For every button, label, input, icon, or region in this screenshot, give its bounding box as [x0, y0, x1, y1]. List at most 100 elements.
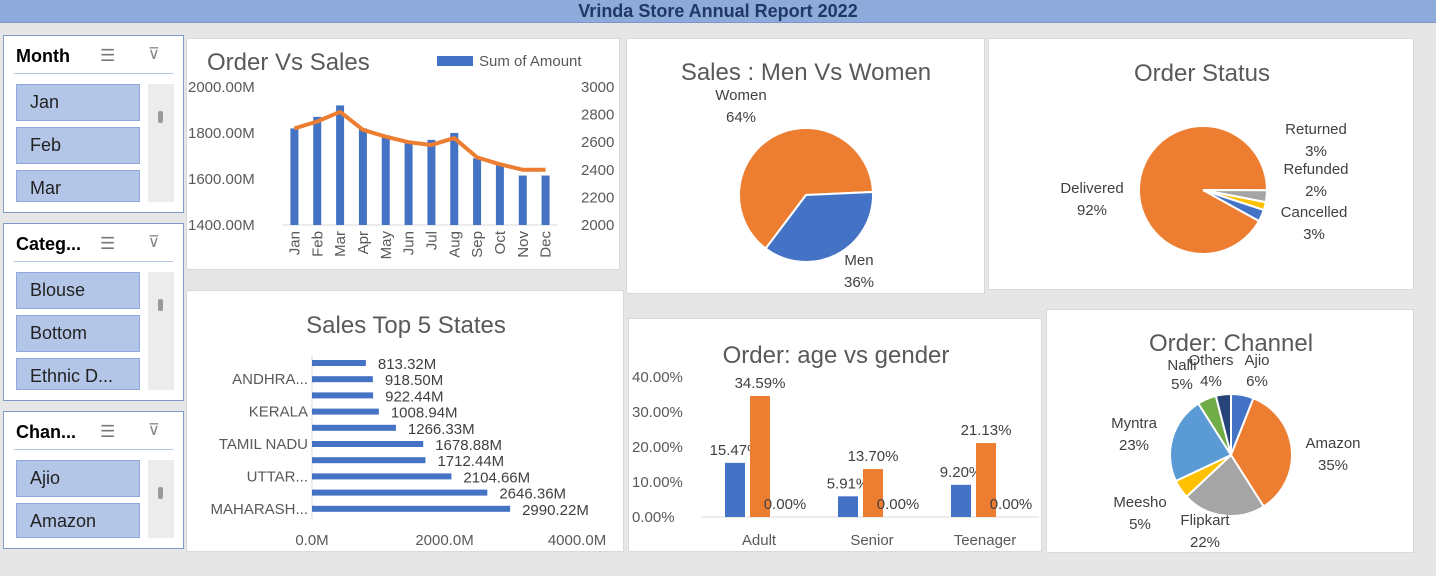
slicer-title: Categ... — [16, 234, 82, 254]
slicer-scrollbar[interactable] — [148, 84, 174, 202]
slicer-scrollbar[interactable] — [148, 460, 174, 538]
y-tick-right: 2200 — [581, 189, 614, 206]
value-men: 36% — [844, 274, 874, 291]
bar-row-3 — [312, 392, 374, 399]
data-label: 0.00% — [990, 496, 1033, 513]
bar-feb — [313, 116, 322, 225]
slicer-item-jan[interactable]: Jan — [16, 84, 140, 121]
bar-oct — [495, 165, 504, 225]
order-channel-chart[interactable]: Order: Channel Ajio 6% Amazon 35% Flipkart 22%… — [1046, 309, 1414, 553]
category-slicer[interactable]: Categ... ☰ ⊽ Blouse Bottom Ethnic D... — [3, 223, 184, 401]
data-label: 15.47% — [710, 442, 761, 459]
x-tick: 4000.0M — [548, 532, 606, 549]
data-label: 1712.44M — [437, 453, 504, 470]
scroll-thumb[interactable] — [158, 111, 163, 123]
data-label: 0.00% — [877, 496, 920, 513]
label-flipkart: Flipkart — [1180, 512, 1230, 529]
y-tick: 30.00% — [632, 404, 683, 421]
label-returned: Returned — [1285, 121, 1347, 138]
order-vs-sales-svg: Order Vs Sales Sum of Amount 2000.00M 1800.… — [188, 49, 614, 260]
x-tick-teenager: Teenager — [954, 532, 1017, 549]
age-vs-gender-chart[interactable]: Order: age vs gender 40.00% 30.00% 20.00% 10… — [628, 318, 1042, 552]
y-tick-right: 2800 — [581, 107, 614, 124]
slicer-header: Categ... ☰ ⊽ — [14, 232, 173, 262]
x-tick-may: May — [378, 231, 395, 260]
value-others: 4% — [1200, 373, 1222, 390]
bar-jun — [404, 142, 413, 225]
bar-row-7 — [312, 457, 426, 464]
value-ajio: 6% — [1246, 373, 1268, 390]
slicer-title: Month — [16, 46, 70, 66]
bar-mar — [336, 105, 345, 225]
x-tick-adult: Adult — [742, 532, 777, 549]
slice-myntra — [1169, 402, 1233, 483]
multi-select-icon[interactable]: ☰ — [100, 234, 116, 253]
slicer-item-bottom[interactable]: Bottom — [16, 315, 140, 352]
month-slicer[interactable]: Month ☰ ⊽ Jan Feb Mar — [3, 35, 184, 213]
slicer-item-ajio[interactable]: Ajio — [16, 460, 140, 497]
clear-filter-icon[interactable]: ⊽ — [148, 46, 160, 63]
label-ajio: Ajio — [1244, 352, 1269, 369]
x-tick-sep: Sep — [469, 231, 486, 258]
x-tick-mar: Mar — [332, 231, 349, 257]
x-tick-apr: Apr — [355, 231, 372, 254]
bar-senior-1 — [838, 496, 858, 517]
sales-men-women-chart[interactable]: Sales : Men Vs Women Women 64% Men 36% — [626, 38, 985, 294]
bar-row-1 — [312, 360, 366, 366]
value-refunded: 2% — [1305, 183, 1327, 200]
clear-filter-icon[interactable]: ⊽ — [148, 234, 160, 251]
data-label: 9.20% — [940, 464, 983, 481]
value-nalli: 5% — [1171, 376, 1193, 393]
bar-teenager-2 — [976, 443, 996, 517]
x-tick-aug: Aug — [446, 231, 463, 258]
scroll-thumb[interactable] — [158, 487, 163, 499]
data-label: 813.32M — [378, 356, 436, 373]
label-myntra: Myntra — [1111, 415, 1158, 432]
slicer-item-feb[interactable]: Feb — [16, 127, 140, 164]
multi-select-icon[interactable]: ☰ — [100, 422, 116, 441]
bar-row-8 — [312, 473, 452, 480]
legend-label: Sum of Amount — [479, 53, 582, 70]
bar-teenager-1 — [951, 484, 971, 517]
data-label: 1678.88M — [435, 437, 502, 454]
slicer-scrollbar[interactable] — [148, 272, 174, 390]
label-others: Others — [1188, 352, 1233, 369]
y-tick-right: 3000 — [581, 79, 614, 96]
bar-may — [381, 135, 390, 225]
value-meesho: 5% — [1129, 516, 1151, 533]
label-cancelled: Cancelled — [1281, 204, 1348, 221]
bar-jan — [290, 128, 299, 225]
y-tick-left: 1800.00M — [188, 125, 255, 142]
data-label: 13.70% — [848, 448, 899, 465]
slicer-title: Chan... — [16, 422, 77, 442]
scroll-thumb[interactable] — [158, 299, 163, 311]
multi-select-icon[interactable]: ☰ — [100, 46, 116, 65]
order-vs-sales-chart[interactable]: Order Vs Sales Sum of Amount 2000.00M 1800.… — [186, 38, 620, 270]
slice-amazon — [1229, 396, 1293, 508]
slicer-item-ethnic-dress[interactable]: Ethnic D... — [16, 358, 140, 390]
y-tick-left: 1600.00M — [188, 171, 255, 188]
state-label: ANDHRA... — [232, 371, 308, 388]
slicer-header: Month ☰ ⊽ — [14, 44, 173, 74]
bar-row-10 — [312, 505, 511, 512]
bar-adult-2 — [750, 395, 770, 517]
order-status-chart[interactable]: Order Status Delivered 92% Returned 3% Refund… — [988, 38, 1414, 290]
label-meesho: Meesho — [1113, 494, 1166, 511]
bar-jul — [427, 139, 436, 225]
top-states-chart[interactable]: Sales Top 5 States 813.32M 918.50M ANDHRA..… — [186, 290, 624, 552]
clear-filter-icon[interactable]: ⊽ — [148, 422, 160, 439]
y-tick-right: 2000 — [581, 217, 614, 234]
slicer-item-mar[interactable]: Mar — [16, 170, 140, 202]
y-tick: 0.00% — [632, 509, 675, 526]
chart-title: Order: Channel — [1149, 330, 1313, 357]
bar-row-6 — [312, 441, 424, 447]
channel-slicer[interactable]: Chan... ☰ ⊽ Ajio Amazon — [3, 411, 184, 549]
slice-cancelled — [1202, 189, 1266, 223]
bar-senior-2 — [863, 469, 883, 517]
bar-adult-1 — [725, 462, 745, 517]
slicer-item-blouse[interactable]: Blouse — [16, 272, 140, 309]
slicer-item-amazon[interactable]: Amazon — [16, 503, 140, 538]
data-label: 5.91% — [827, 475, 870, 492]
